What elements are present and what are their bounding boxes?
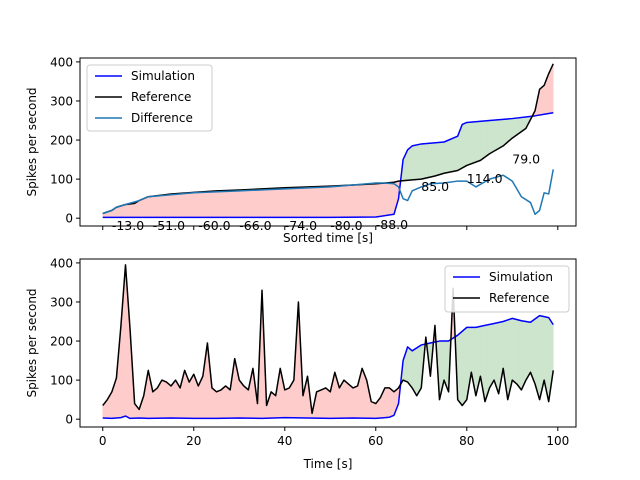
legend-label-difference: Difference [131,111,193,125]
top-chart-y-tick-label: 400 [50,55,73,69]
bottom-chart: 0 100 200 300 400 0 20 40 60 80 100 Time [s] Spik… [25,256,577,471]
top-chart-y-ticks: 0 100 200 300 400 [50,55,80,226]
bottom-chart-y-tick-label: 300 [50,295,73,309]
top-chart-y-tick-label: 100 [50,173,73,187]
legend-label-simulation-bottom: Simulation [489,270,553,284]
bottom-chart-y-tick-label: 400 [50,256,73,270]
top-chart-legend: Simulation Reference Difference [86,64,213,132]
top-chart-series-difference [102,169,554,216]
legend-label-reference: Reference [131,90,191,104]
top-chart-fill-reference-above [552,63,554,114]
bottom-chart-x-tick-label: 20 [186,434,201,448]
bottom-chart-frame [79,258,577,428]
bottom-chart-y-tick-label: 200 [50,335,73,349]
top-chart-annotation: -80.0 [330,218,362,233]
bottom-chart-y-tick-label: 0 [65,413,73,427]
top-chart-annotation: -60.0 [198,218,230,233]
top-chart-legend-box [86,64,213,132]
bottom-chart-lines [102,264,554,420]
bottom-chart-y-axis-label: Spikes per second [25,288,39,397]
top-chart-annotation: 79.0 [512,152,540,167]
legend-label-reference-bottom: Reference [489,291,549,305]
top-chart-y-tick-label: 200 [50,134,73,148]
bottom-chart-x-tick-label: 60 [368,434,383,448]
bottom-chart-y-ticks: 0 100 200 300 400 [50,256,80,427]
top-chart-series-simulation [102,111,554,219]
bottom-chart-x-tick-label: 100 [546,434,569,448]
top-chart-annotation: -66.0 [239,218,271,233]
bottom-chart-x-tick-label: 40 [277,434,292,448]
top-chart-annotation: -51.0 [153,218,185,233]
bottom-chart-series-simulation [102,314,554,420]
bottom-chart-x-axis-label: Time [s] [303,457,353,471]
bottom-chart-fill-simulation-above [552,322,554,377]
top-chart-annotations: -13.0 -51.0 -60.0 -66.0 -74.0 -80.0 -88.0 85.0 1… [112,152,540,233]
bottom-chart-y-tick-label: 100 [50,374,73,388]
top-chart-annotation: -74.0 [285,218,317,233]
top-chart-y-tick-label: 0 [65,212,73,226]
bottom-chart-x-tick-label: 80 [459,434,474,448]
legend-label-simulation: Simulation [131,69,195,83]
bottom-chart-series-reference [102,264,554,415]
top-chart-frame [79,57,577,227]
top-chart-y-tick-label: 300 [50,94,73,108]
top-chart-annotation: -88.0 [376,217,408,232]
top-chart-annotation: 114.0 [467,171,503,186]
top-chart-x-axis-label: Sorted time [s] [283,231,373,245]
top-chart-annotation: -13.0 [112,218,144,233]
bottom-chart-x-ticks: 0 20 40 60 80 100 [99,427,569,448]
top-chart-x-ticks [102,226,559,230]
bottom-chart-legend: Simulation Reference [444,265,570,313]
top-chart-lines [102,63,554,219]
bottom-chart-x-tick-label: 0 [99,434,107,448]
top-chart-annotation: 85.0 [421,179,449,194]
top-chart-y-axis-label: Spikes per second [25,87,39,196]
